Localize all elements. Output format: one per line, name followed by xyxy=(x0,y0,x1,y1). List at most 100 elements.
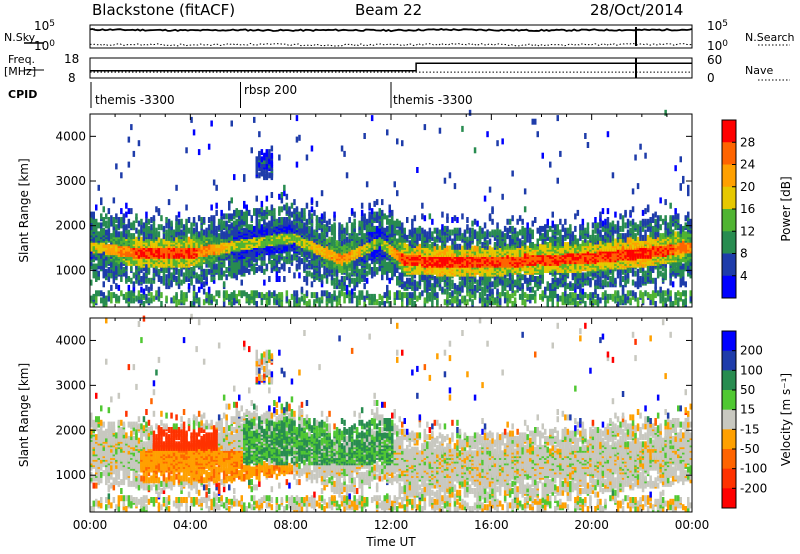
power-panel-cell xyxy=(320,281,324,288)
power-panel-cell xyxy=(431,301,434,307)
power-panel-cell xyxy=(210,293,213,300)
power-panel-cell xyxy=(396,252,399,259)
power-panel-cell xyxy=(255,217,258,223)
power-panel-cell xyxy=(456,295,459,302)
power-panel-cell xyxy=(481,256,484,263)
power-panel-cell xyxy=(200,268,203,275)
power-panel-cell xyxy=(483,284,487,291)
power-panel-cell xyxy=(283,259,286,266)
power-panel-cell xyxy=(278,299,281,306)
power-panel-cell xyxy=(381,259,384,266)
power-panel-cell xyxy=(142,288,146,295)
power-panel-cell xyxy=(157,231,161,238)
power-panel-cell xyxy=(373,215,376,222)
power-panel-cell xyxy=(162,265,166,272)
power-panel-cell xyxy=(298,134,301,141)
power-panel-cell xyxy=(416,233,419,240)
power-panel-cell xyxy=(127,290,131,297)
power-panel-cell xyxy=(105,213,108,220)
power-panel-cell xyxy=(513,242,517,248)
power-panel-cell xyxy=(453,295,457,302)
power-panel-cell xyxy=(513,233,517,240)
power-panel-cell xyxy=(498,238,502,245)
power-panel-cell xyxy=(207,261,211,268)
power-panel-cell xyxy=(521,299,524,306)
power-panel-cell xyxy=(355,233,359,240)
power-panel-cell xyxy=(403,242,406,248)
power-panel-cell xyxy=(338,283,341,290)
power-panel-cell xyxy=(350,222,354,229)
power-panel-cell xyxy=(283,204,286,211)
power-panel-cell xyxy=(413,272,417,279)
power-panel-cell xyxy=(200,263,203,270)
power-panel-cell xyxy=(142,277,146,284)
power-panel-cell xyxy=(453,183,457,190)
power-panel-cell xyxy=(310,213,314,220)
power-panel-cell xyxy=(295,211,299,218)
power-panel-cell xyxy=(443,225,447,232)
power-panel-cell xyxy=(253,236,256,243)
power-panel-cell xyxy=(273,263,276,270)
power-panel-cell xyxy=(518,265,522,272)
power-panel-cell xyxy=(393,297,396,304)
power-panel-cell xyxy=(541,233,544,240)
power-panel-cell xyxy=(360,202,364,209)
power-panel-cell xyxy=(513,227,517,234)
power-panel-cell xyxy=(453,227,457,234)
power-panel-cell xyxy=(217,270,221,277)
power-panel-cell xyxy=(212,220,216,227)
power-panel-cell xyxy=(212,233,216,240)
power-panel-cell xyxy=(481,301,484,307)
power-panel-cell xyxy=(501,243,504,250)
power-panel-cell xyxy=(155,206,158,213)
power-panel-cell xyxy=(353,270,356,277)
power-panel-cell xyxy=(546,218,549,225)
power-panel-cell xyxy=(127,136,131,143)
power-panel-cell xyxy=(105,229,108,236)
power-panel-cell xyxy=(353,218,356,225)
power-panel-cell xyxy=(250,258,253,265)
power-panel-cell xyxy=(115,227,118,234)
power-panel-cell xyxy=(468,240,472,247)
power-panel-cell xyxy=(278,236,281,243)
power-panel-cell xyxy=(398,290,401,297)
power-panel-cell xyxy=(115,163,118,170)
power-panel-cell xyxy=(375,225,379,232)
power-panel-cell xyxy=(436,299,439,306)
power-panel-cell xyxy=(100,197,103,204)
power-panel-cell xyxy=(313,268,316,275)
power-panel-cell xyxy=(453,234,457,241)
power-panel-cell xyxy=(160,292,163,299)
power-panel-cell xyxy=(513,297,517,304)
power-panel-cell xyxy=(471,245,474,252)
power-panel-cell xyxy=(177,299,181,306)
power-panel-cell xyxy=(110,297,113,304)
power-panel-cell xyxy=(132,297,136,304)
power-panel-cell xyxy=(132,233,136,240)
power-panel-cell xyxy=(130,236,133,243)
power-panel-cell xyxy=(325,290,329,297)
power-panel-cell xyxy=(343,279,346,286)
power-panel-cell xyxy=(187,283,191,290)
power-panel-cell xyxy=(283,190,286,197)
power-panel-cell xyxy=(137,290,141,297)
power-panel-cell xyxy=(451,279,454,286)
power-panel-cell xyxy=(253,290,256,297)
power-panel-cell xyxy=(436,281,439,288)
power-panel-cell xyxy=(273,258,276,265)
power-panel-cell xyxy=(110,249,113,256)
power-panel-cell xyxy=(355,270,359,277)
power-panel-cell xyxy=(478,276,482,282)
power-panel-cell xyxy=(340,240,344,247)
power-panel-cell xyxy=(107,270,111,277)
power-panel-cell xyxy=(90,259,93,266)
power-panel-cell xyxy=(436,233,439,240)
power-panel-cell xyxy=(145,211,148,218)
power-panel-cell xyxy=(539,234,542,241)
power-panel-cell xyxy=(187,267,191,273)
power-panel-cell xyxy=(293,254,296,261)
power-panel-cell xyxy=(210,297,213,304)
power-panel-cell xyxy=(288,254,291,261)
power-panel-cell xyxy=(263,254,266,261)
